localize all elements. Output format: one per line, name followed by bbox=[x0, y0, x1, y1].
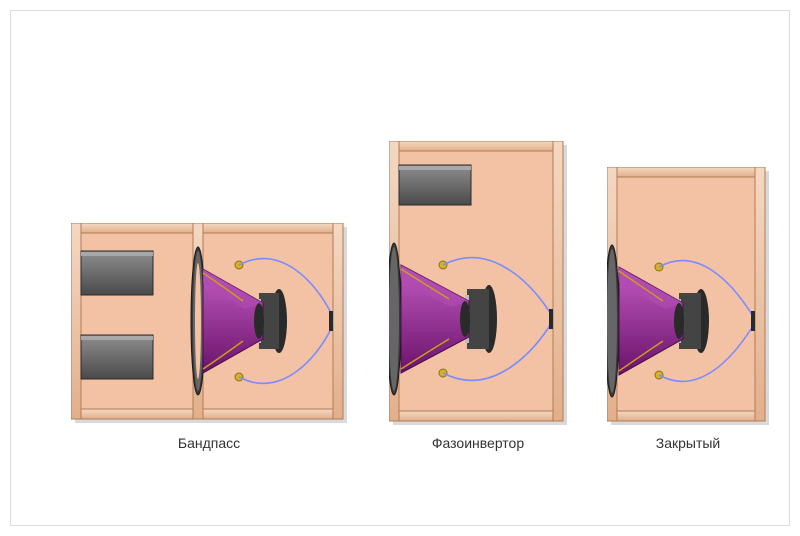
port-1 bbox=[81, 251, 153, 295]
label-bandpass: Бандпасс bbox=[71, 435, 347, 451]
label-ported: Фазоинвертор bbox=[389, 435, 567, 451]
enclosure-bandpass bbox=[71, 223, 347, 423]
port bbox=[399, 165, 471, 205]
figure-frame: Бандпасс Фазоинвертор Закрытый bbox=[10, 10, 790, 526]
port-2 bbox=[81, 335, 153, 379]
enclosure-sealed bbox=[607, 167, 769, 425]
enclosure-ported bbox=[389, 141, 567, 425]
label-sealed: Закрытый bbox=[607, 435, 769, 451]
